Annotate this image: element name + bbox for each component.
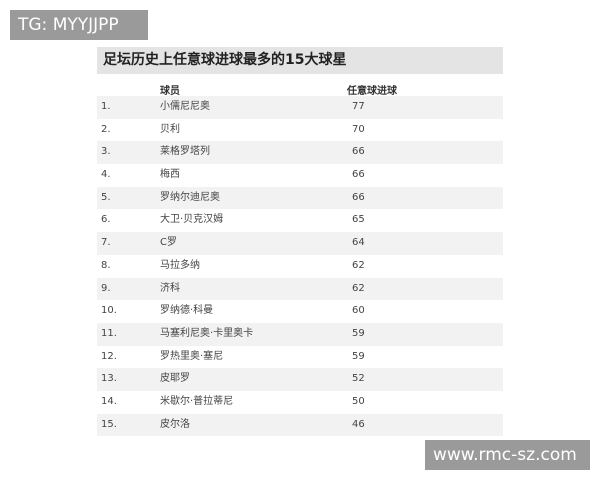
rank-cell: 2. (101, 123, 111, 135)
goals-cell: 70 (352, 123, 365, 135)
player-name-cell: 皮耶罗 (160, 373, 190, 385)
goals-cell: 59 (352, 350, 365, 362)
table-row: 4. 梅西 66 (97, 164, 503, 187)
player-name-cell: 皮尔洛 (160, 418, 190, 430)
rank-cell: 8. (101, 259, 111, 271)
table-title: 足坛历史上任意球进球最多的15大球星 (97, 47, 503, 74)
table-row: 7. C罗 64 (97, 232, 503, 255)
player-name-cell: 米歇尔·普拉蒂尼 (160, 395, 234, 407)
goals-cell: 62 (352, 259, 365, 271)
goals-cell: 65 (352, 214, 365, 226)
rank-cell: 3. (101, 146, 111, 158)
player-name-cell: 梅西 (160, 169, 180, 181)
player-name-cell: 莱格罗塔列 (160, 146, 210, 158)
table-row: 5. 罗纳尔迪尼奥 66 (97, 186, 503, 210)
header-free-kick-goals: 任意球进球 (347, 86, 397, 97)
goals-cell: 66 (352, 169, 365, 181)
table-row: 11. 马塞利尼奥·卡里奥卡 59 (97, 322, 503, 346)
rank-cell: 6. (101, 214, 111, 226)
player-name-cell: 大卫·贝克汉姆 (160, 214, 224, 226)
player-name-cell: 济科 (160, 282, 180, 294)
goals-cell: 66 (352, 146, 365, 158)
player-name-cell: 马塞利尼奥·卡里奥卡 (160, 327, 254, 339)
player-name-cell: 小儒尼尼奥 (160, 101, 210, 112)
rank-cell: 15. (101, 418, 117, 430)
player-name-cell: 罗纳尔迪尼奥 (160, 191, 220, 203)
table-row: 9. 济科 62 (97, 277, 503, 301)
player-name-cell: 罗热里奥·塞尼 (160, 350, 224, 362)
watermark-bottom-right: www.rmc-sz.com (425, 440, 590, 470)
table-row: 12. 罗热里奥·塞尼 59 (97, 346, 503, 369)
goals-cell: 46 (352, 418, 365, 430)
rank-cell: 13. (101, 373, 117, 385)
watermark-top-left: TG: MYYJJPP (10, 10, 148, 40)
table-row: 6. 大卫·贝克汉姆 65 (97, 209, 503, 232)
goals-cell: 62 (352, 282, 365, 294)
header-player: 球员 (160, 86, 180, 97)
rank-cell: 10. (101, 305, 117, 317)
table-row: 13. 皮耶罗 52 (97, 368, 503, 391)
table-row: 1. 小儒尼尼奥 77 (97, 96, 503, 119)
rank-cell: 12. (101, 350, 117, 362)
goals-cell: 60 (352, 305, 365, 317)
player-name-cell: 罗纳德·科曼 (160, 305, 214, 317)
rank-cell: 14. (101, 395, 117, 407)
goals-cell: 66 (352, 191, 365, 203)
table-row: 14. 米歇尔·普拉蒂尼 50 (97, 391, 503, 414)
goals-cell: 59 (352, 327, 365, 339)
player-name-cell: C罗 (160, 237, 177, 249)
goals-cell: 64 (352, 237, 365, 249)
table-row: 8. 马拉多纳 62 (97, 255, 503, 278)
rank-cell: 5. (101, 191, 111, 203)
rank-cell: 4. (101, 169, 111, 181)
player-name-cell: 贝利 (160, 123, 180, 135)
rank-cell: 7. (101, 237, 111, 249)
rank-cell: 1. (101, 101, 111, 112)
table-row: 10. 罗纳德·科曼 60 (97, 300, 503, 323)
table-row: 3. 莱格罗塔列 66 (97, 141, 503, 165)
rank-cell: 11. (101, 327, 117, 339)
goals-cell: 77 (352, 101, 365, 112)
table-row: 2. 贝利 70 (97, 119, 503, 142)
table-header: 球员 任意球进球 (97, 78, 503, 98)
table-row: 15. 皮尔洛 46 (97, 413, 503, 437)
rank-cell: 9. (101, 282, 111, 294)
table-body: 1. 小儒尼尼奥 77 2. 贝利 70 3. 莱格罗塔列 66 4. 梅西 66 5. 罗纳尔迪尼奥 66… (97, 96, 503, 437)
player-name-cell: 马拉多纳 (160, 259, 200, 271)
goals-cell: 50 (352, 395, 365, 407)
goals-cell: 52 (352, 373, 365, 385)
